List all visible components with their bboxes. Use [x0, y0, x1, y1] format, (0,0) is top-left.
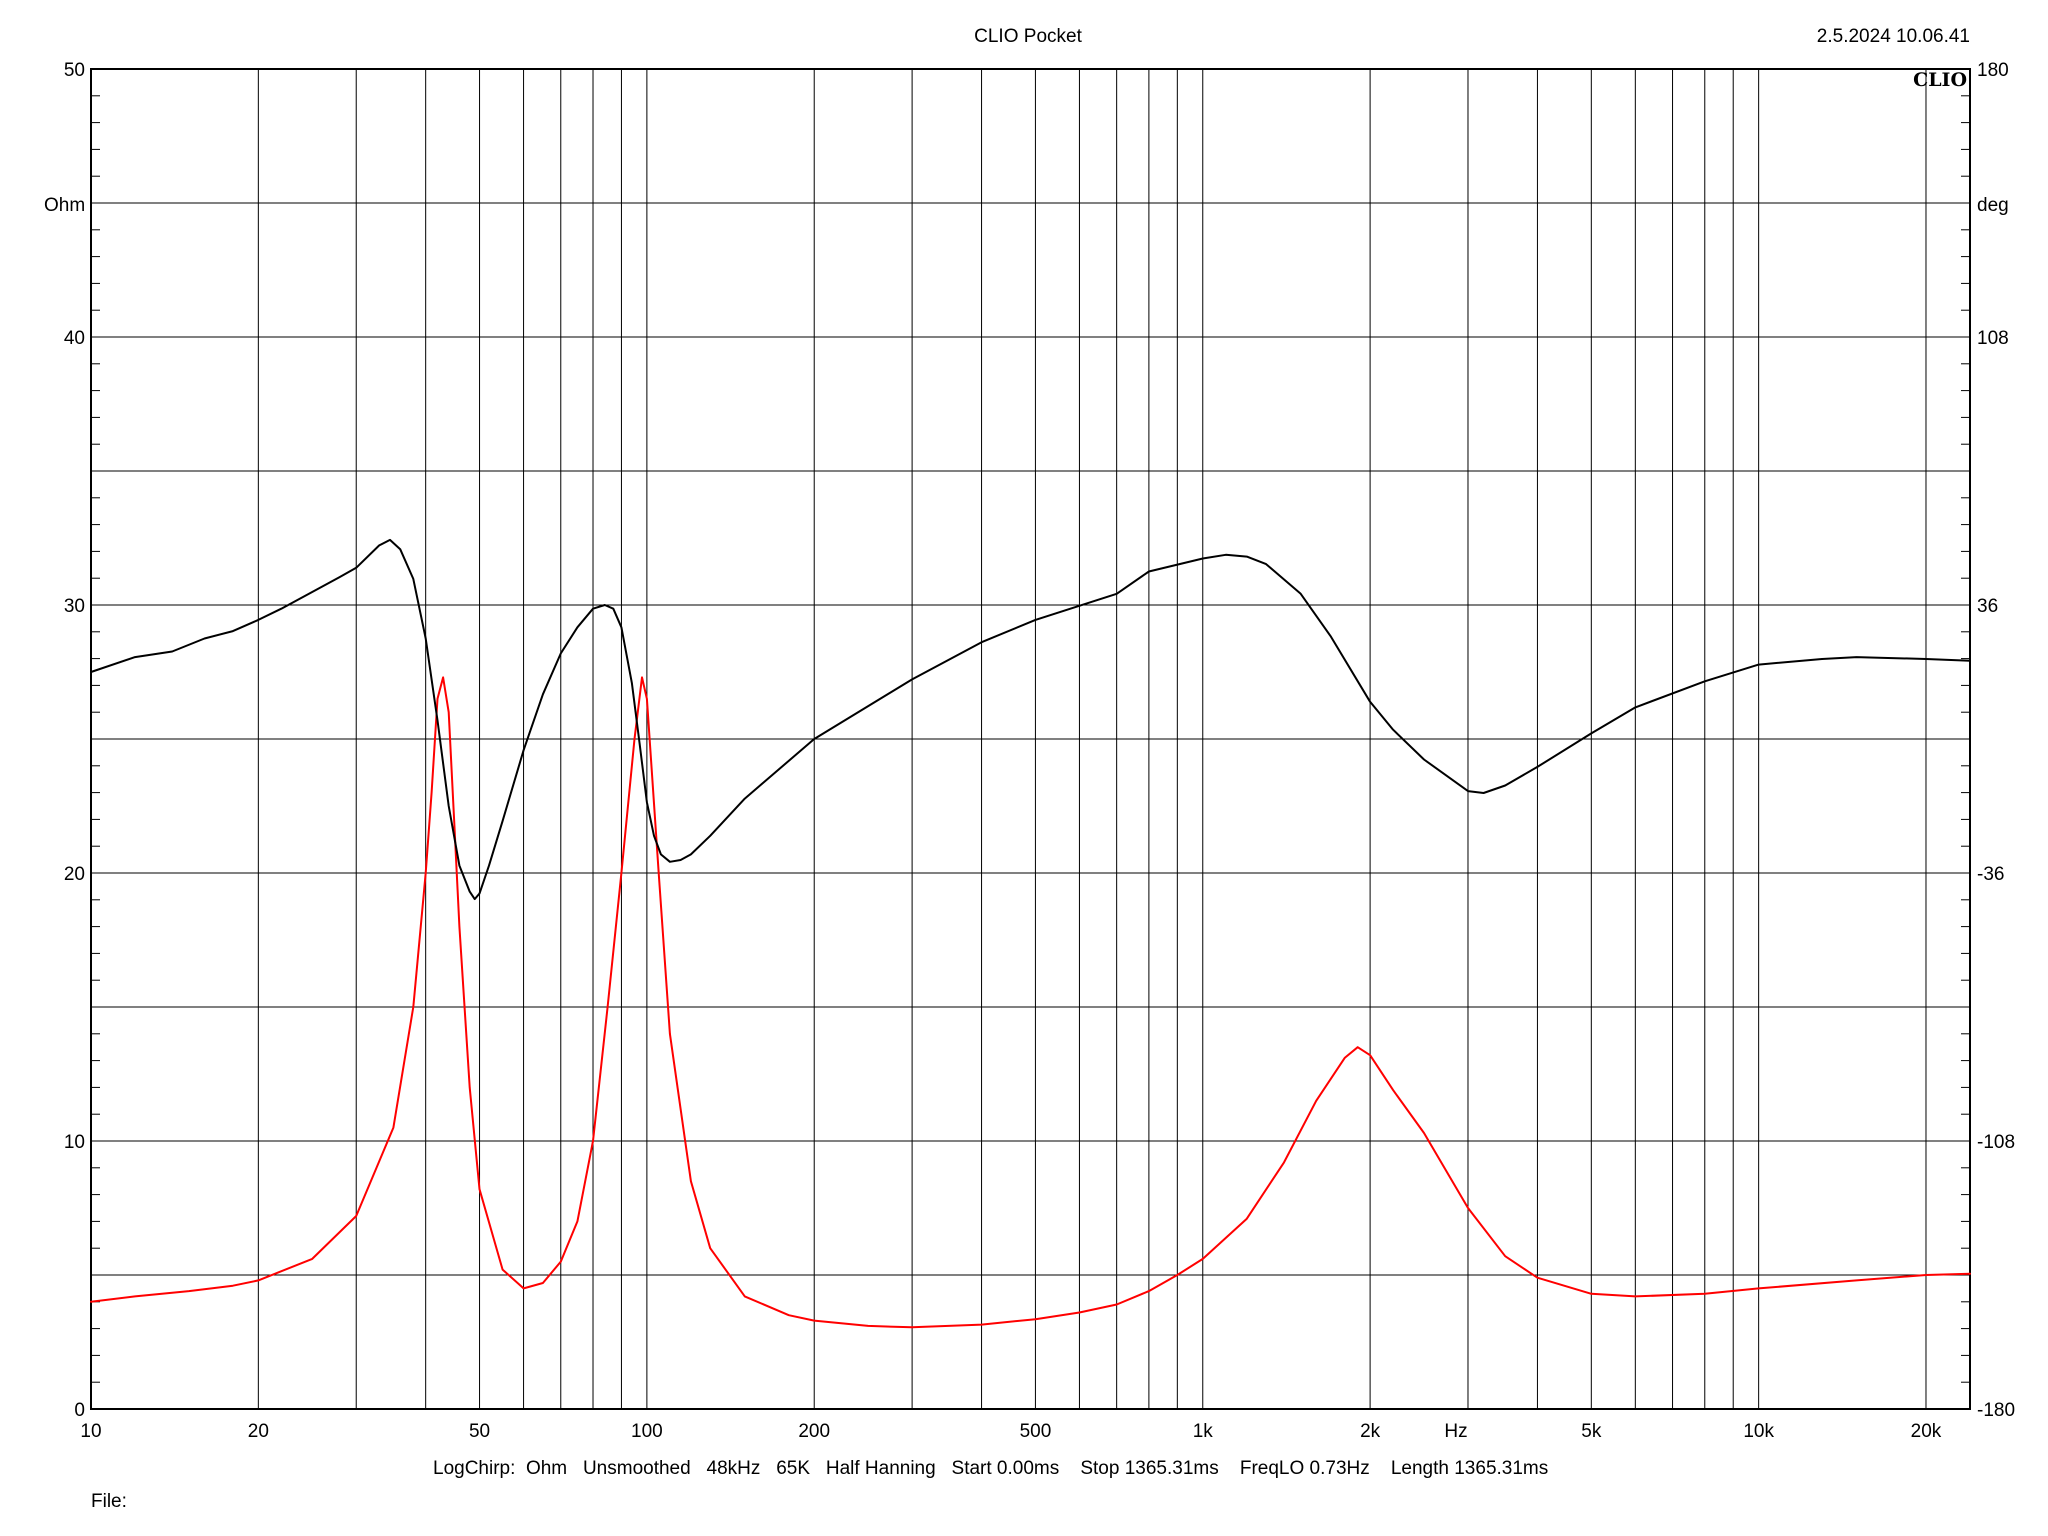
y-left-tick-label: 30 — [64, 596, 85, 617]
x-tick-label: 1k — [1193, 1421, 1214, 1442]
y-right-unit: deg — [1977, 195, 2009, 216]
x-tick-label: 200 — [798, 1421, 830, 1442]
y-left-tick-label: 20 — [64, 864, 85, 885]
y-right-tick-labels: -180 -108 -36 36 108 180 — [1977, 60, 2015, 1421]
y-right-tick-label: -180 — [1977, 1400, 2015, 1421]
measurement-settings: LogChirp: Ohm Unsmoothed 48kHz 65K Half … — [433, 1458, 1548, 1479]
x-tick-label: 20k — [1911, 1421, 1942, 1442]
series-layer — [90, 538, 1971, 1329]
chart-title: CLIO Pocket — [974, 26, 1082, 47]
grid — [91, 69, 1970, 1409]
x-unit: Hz — [1444, 1421, 1467, 1442]
clio-logo: CLIO — [1913, 69, 1967, 91]
y-right-tick-label: -36 — [1977, 864, 2004, 885]
timestamp: 2.5.2024 10.06.41 — [1817, 26, 1970, 47]
y-right-tick-label: 36 — [1977, 596, 1998, 617]
y-right-tick-label: 180 — [1977, 60, 2009, 81]
impedance-curve — [90, 676, 1971, 1329]
y-right-tick-label: -108 — [1977, 1132, 2015, 1153]
minor-ticks — [91, 95, 1970, 1383]
x-tick-label: 5k — [1581, 1421, 1602, 1442]
y-left-unit: Ohm — [44, 195, 85, 216]
x-tick-label: 10 — [80, 1421, 101, 1442]
y-left-tick-label: 50 — [64, 60, 85, 81]
y-left-tick-labels: 0 10 20 30 40 50 — [64, 60, 85, 1421]
x-tick-label: 2k — [1360, 1421, 1381, 1442]
x-tick-label: 500 — [1020, 1421, 1052, 1442]
x-tick-label: 10k — [1743, 1421, 1774, 1442]
plot-frame — [90, 68, 1971, 1410]
file-label: File: — [91, 1491, 127, 1512]
y-left-tick-label: 40 — [64, 328, 85, 349]
y-left-tick-label: 10 — [64, 1132, 85, 1153]
x-tick-labels: 10 20 50 100 200 500 1k 2k 5k 10k 20k — [80, 1421, 1941, 1442]
phase-curve — [90, 538, 1971, 901]
y-right-tick-label: 108 — [1977, 328, 2009, 349]
x-tick-label: 100 — [631, 1421, 663, 1442]
x-tick-label: 50 — [469, 1421, 490, 1442]
y-left-tick-label: 0 — [74, 1400, 85, 1421]
x-tick-label: 20 — [248, 1421, 269, 1442]
